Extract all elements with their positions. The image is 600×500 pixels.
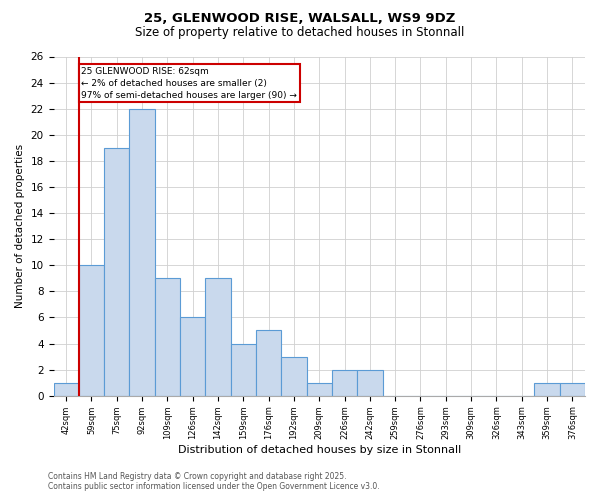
Bar bbox=[53, 382, 79, 396]
Bar bbox=[130, 108, 155, 396]
Bar bbox=[357, 370, 383, 396]
Bar bbox=[180, 318, 205, 396]
Y-axis label: Number of detached properties: Number of detached properties bbox=[15, 144, 25, 308]
Bar bbox=[205, 278, 230, 396]
Text: 25, GLENWOOD RISE, WALSALL, WS9 9DZ: 25, GLENWOOD RISE, WALSALL, WS9 9DZ bbox=[145, 12, 455, 26]
Bar bbox=[104, 148, 130, 396]
Text: 25 GLENWOOD RISE: 62sqm
← 2% of detached houses are smaller (2)
97% of semi-deta: 25 GLENWOOD RISE: 62sqm ← 2% of detached… bbox=[82, 67, 297, 100]
Text: Contains HM Land Registry data © Crown copyright and database right 2025.
Contai: Contains HM Land Registry data © Crown c… bbox=[48, 472, 380, 491]
Bar bbox=[281, 356, 307, 396]
Bar bbox=[230, 344, 256, 396]
Bar bbox=[256, 330, 281, 396]
X-axis label: Distribution of detached houses by size in Stonnall: Distribution of detached houses by size … bbox=[178, 445, 461, 455]
Bar bbox=[79, 266, 104, 396]
Text: Size of property relative to detached houses in Stonnall: Size of property relative to detached ho… bbox=[136, 26, 464, 39]
Bar bbox=[307, 382, 332, 396]
Bar bbox=[332, 370, 357, 396]
Bar bbox=[535, 382, 560, 396]
Bar bbox=[155, 278, 180, 396]
Bar bbox=[560, 382, 585, 396]
